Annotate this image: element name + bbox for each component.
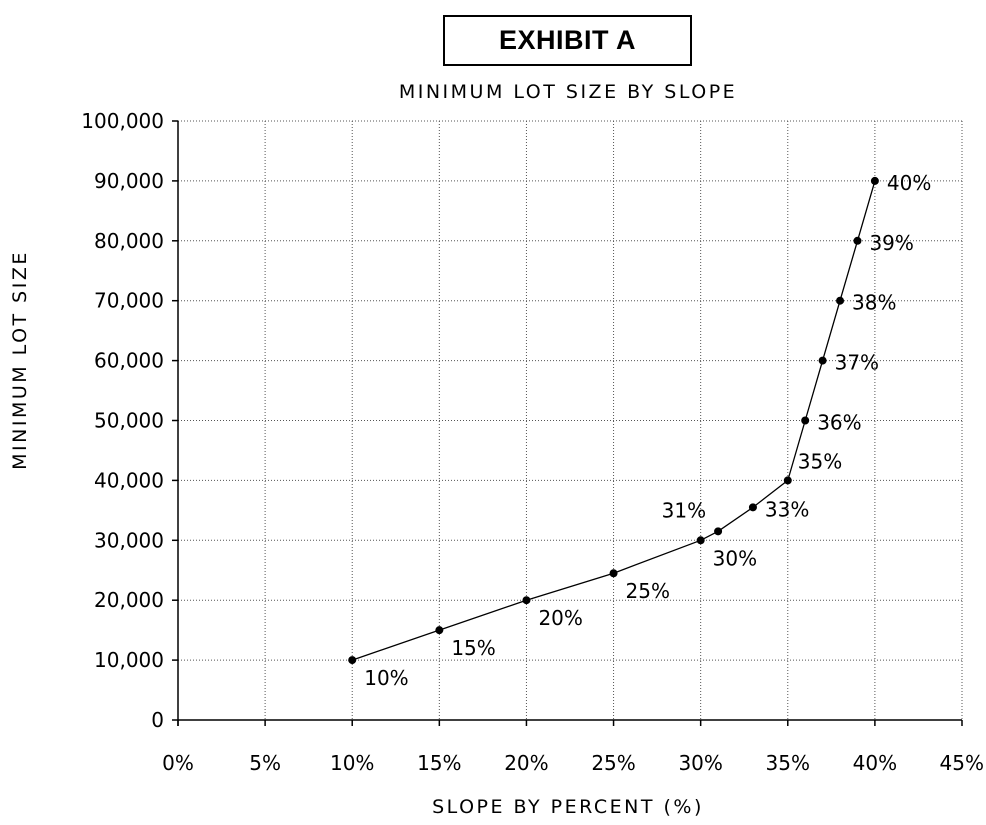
data-label: 36% [817,411,861,435]
data-label: 37% [835,351,879,375]
data-label: 20% [538,606,582,630]
y-tick-label: 90,000 [94,169,164,193]
x-tick-label: 20% [504,751,548,775]
exhibit-label-box: EXHIBIT A [443,15,692,66]
data-label: 35% [798,449,842,473]
y-tick-label: 30,000 [94,528,164,552]
tick-labels: 0 10,000 20,000 30,000 40,000 50,000 60,000 70,… [81,109,984,775]
y-tick-label: 70,000 [94,289,164,313]
y-axis-title: MINIMUM LOT SIZE [9,250,31,470]
x-tick-label: 10% [330,751,374,775]
data-label: 33% [765,497,809,521]
data-point [870,176,879,185]
data-series [348,176,879,665]
x-axis-title: SLOPE BY PERCENT (%) [432,796,704,818]
data-label: 39% [869,231,913,255]
axes [172,120,963,726]
x-tick-label: 25% [591,751,635,775]
data-label: 15% [451,636,495,660]
y-tick-label: 0 [151,708,164,732]
data-point [783,476,792,485]
exhibit-label: EXHIBIT A [498,25,636,55]
data-point [696,536,705,545]
data-point [801,416,810,425]
data-label: 31% [662,498,706,522]
grid-lines [178,120,963,720]
data-point [522,596,531,605]
x-tick-label: 5% [249,751,281,775]
y-tick-label: 20,000 [94,588,164,612]
x-tick-label: 15% [417,751,461,775]
data-point [853,236,862,245]
y-tick-label: 50,000 [94,409,164,433]
data-label: 30% [713,546,757,570]
y-tick-label: 100,000 [81,109,164,133]
data-label: 40% [887,171,931,195]
x-tick-label: 40% [853,751,897,775]
data-point [748,503,757,512]
data-point [836,296,845,305]
y-tick-label: 40,000 [94,468,164,492]
data-point [818,356,827,365]
data-label: 38% [852,291,896,315]
data-point [714,527,723,536]
x-tick-label: 35% [766,751,810,775]
y-tick-label: 10,000 [94,648,164,672]
y-tick-label: 60,000 [94,349,164,373]
data-label: 25% [626,579,670,603]
point-labels: 10% 15% 20% 25% 30% 31% 33% 35% 36% 37% 38% 39% 40% [364,171,931,690]
x-tick-label: 30% [678,751,722,775]
data-point [348,656,357,665]
data-point [609,569,618,578]
x-tick-label: 0% [162,751,194,775]
data-point [435,626,444,635]
x-tick-label: 45% [940,751,984,775]
data-label: 10% [364,666,408,690]
chart-title: MINIMUM LOT SIZE BY SLOPE [399,81,737,103]
y-tick-label: 80,000 [94,229,164,253]
